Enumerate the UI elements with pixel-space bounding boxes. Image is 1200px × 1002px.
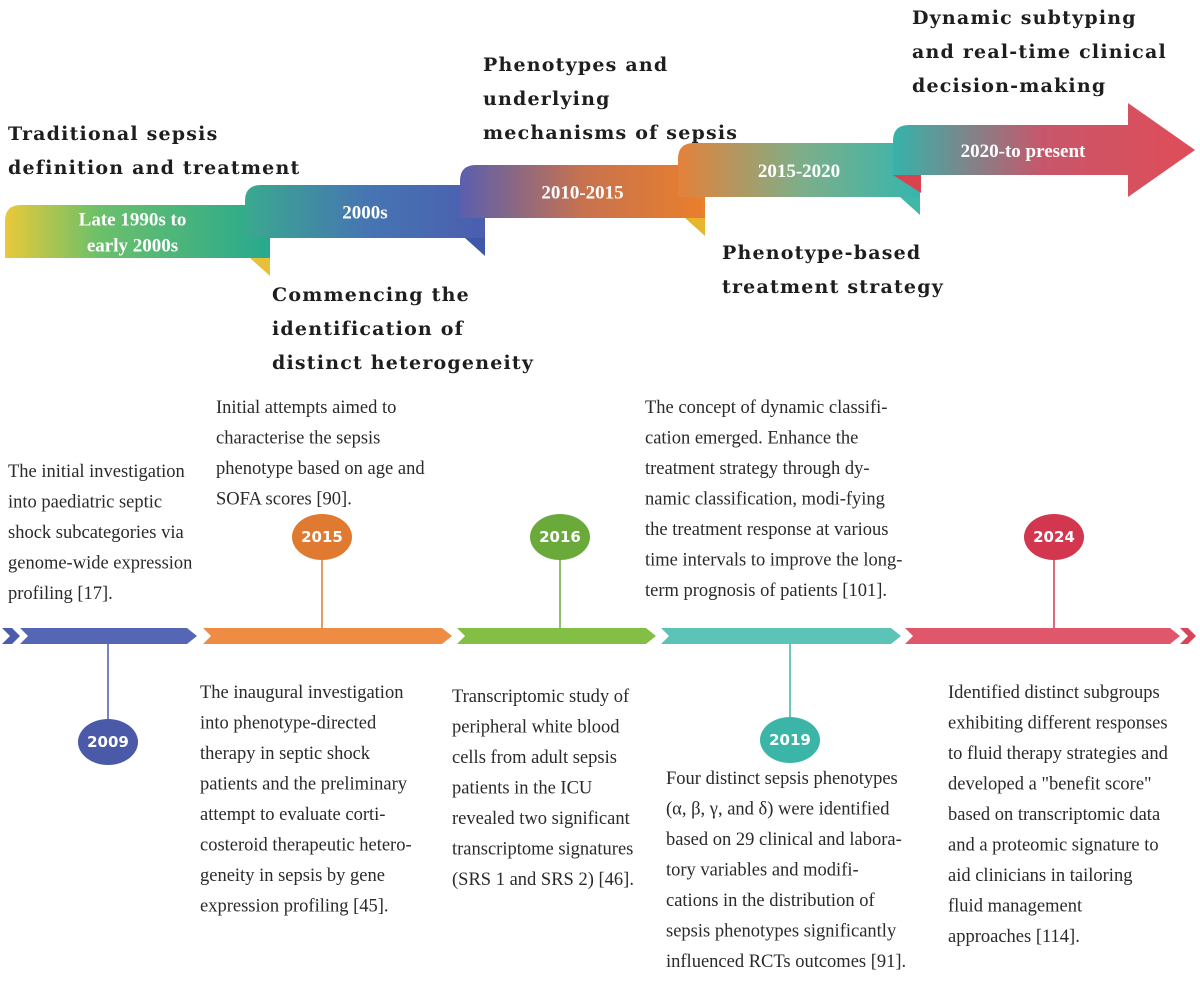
note-line: sepsis phenotypes significantly xyxy=(666,922,897,942)
note-line: Four distinct sepsis phenotypes xyxy=(666,769,898,789)
note-line: profiling [17]. xyxy=(8,584,113,604)
note-line: shock subcategories via xyxy=(8,523,184,543)
note-line: tory variables and modifi- xyxy=(666,861,859,881)
stage-heading: Traditional sepsis xyxy=(8,123,219,145)
stage-fold xyxy=(900,197,920,215)
note-line: aid clinicians in tailoring xyxy=(948,866,1132,886)
note-line: phenotype based on age and xyxy=(216,459,425,479)
stage-heading: and real-time clinical xyxy=(912,41,1167,63)
note-line: peripheral white blood xyxy=(452,718,620,738)
note-line: The inaugural investigation xyxy=(200,683,403,703)
stage-label: 2020-to present xyxy=(961,141,1086,162)
note-line: Initial attempts aimed to xyxy=(216,398,396,418)
stage-label: 2010-2015 xyxy=(541,183,623,204)
note-line: patients and the preliminary xyxy=(200,775,408,795)
stage-bar xyxy=(245,185,485,238)
event-badge xyxy=(760,717,820,763)
note-line: genome-wide expression xyxy=(8,554,192,574)
note-line: revealed two significant xyxy=(452,809,631,829)
stage-fold xyxy=(250,258,270,276)
note-line: treatment strategy through dy- xyxy=(645,459,870,479)
stage-heading: Dynamic subtyping xyxy=(912,7,1137,29)
stage-label: Late 1990s to xyxy=(79,210,187,231)
note-line: developed a "benefit score" xyxy=(948,775,1152,795)
note-line: The concept of dynamic classifi- xyxy=(645,398,887,418)
note-line: exhibiting different responses xyxy=(948,714,1168,734)
note-line: costeroid therapeutic hetero- xyxy=(200,836,412,856)
note-line: and a proteomic signature to xyxy=(948,836,1159,856)
stage-bar xyxy=(678,143,920,197)
note-line: (α, β, γ, and δ) were identified xyxy=(666,800,890,820)
stage-heading: mechanisms of sepsis xyxy=(483,122,738,144)
event-year: 2015 xyxy=(301,528,343,546)
note-line: to fluid therapy strategies and xyxy=(948,744,1169,764)
stage-label: 2000s xyxy=(342,203,387,224)
timeline-segment xyxy=(203,628,452,644)
stage-heading: distinct heterogeneity xyxy=(272,352,534,374)
event-year: 2009 xyxy=(87,733,129,751)
note-line: into phenotype-directed xyxy=(200,714,377,734)
timeline-segment xyxy=(905,628,1180,644)
note-line: time intervals to improve the long- xyxy=(645,551,902,571)
note-line: fluid management xyxy=(948,897,1083,917)
stage-heading: Phenotype-based xyxy=(722,242,921,264)
note-line: transcriptome signatures xyxy=(452,840,633,860)
timeline-segment xyxy=(20,628,197,644)
timeline-chevron xyxy=(1180,628,1196,644)
event-badge xyxy=(1024,514,1084,560)
stage-heading: definition and treatment xyxy=(8,157,300,179)
timeline-segment xyxy=(457,628,656,644)
note-line: cells from adult sepsis xyxy=(452,748,617,768)
timeline-chevron xyxy=(2,628,20,644)
note-line: expression profiling [45]. xyxy=(200,897,389,917)
event-badge xyxy=(292,514,352,560)
stage-heading: decision-making xyxy=(912,75,1106,97)
stage-label: early 2000s xyxy=(87,236,178,257)
note-line: therapy in septic shock xyxy=(200,744,371,764)
event-badge xyxy=(78,719,138,765)
stage-label: 2015-2020 xyxy=(758,161,840,182)
event-year: 2019 xyxy=(769,731,811,749)
note-line: cations in the distribution of xyxy=(666,891,875,911)
event-year: 2016 xyxy=(539,528,581,546)
note-line: characterise the sepsis xyxy=(216,429,380,449)
stage-fold xyxy=(893,175,921,193)
note-line: term prognosis of patients [101]. xyxy=(645,581,887,601)
stage-heading: underlying xyxy=(483,88,611,110)
note-line: Transcriptomic study of xyxy=(452,687,630,707)
note-line: patients in the ICU xyxy=(452,779,592,799)
note-line: attempt to evaluate corti- xyxy=(200,805,385,825)
stage-bar xyxy=(460,165,705,218)
stage-heading: Phenotypes and xyxy=(483,54,668,76)
note-line: SOFA scores [90]. xyxy=(216,490,352,510)
note-line: influenced RCTs outcomes [91]. xyxy=(666,952,906,972)
note-line: the treatment response at various xyxy=(645,520,889,540)
stage-arrow xyxy=(893,103,1195,197)
note-line: geneity in sepsis by gene xyxy=(200,866,385,886)
note-line: based on 29 clinical and labora- xyxy=(666,830,902,850)
event-year: 2024 xyxy=(1033,528,1075,546)
stage-heading: identification of xyxy=(272,318,465,340)
stage-heading: treatment strategy xyxy=(722,276,944,298)
event-badge xyxy=(530,514,590,560)
timeline-segment xyxy=(661,628,901,644)
note-line: cation emerged. Enhance the xyxy=(645,429,858,449)
stage-fold xyxy=(685,218,705,236)
stage-bar xyxy=(5,205,270,258)
stage-fold xyxy=(465,238,485,256)
note-line: based on transcriptomic data xyxy=(948,805,1160,825)
note-line: approaches [114]. xyxy=(948,927,1080,947)
note-line: into paediatric septic xyxy=(8,493,162,513)
note-line: (SRS 1 and SRS 2) [46]. xyxy=(452,870,634,890)
note-line: The initial investigation xyxy=(8,462,185,482)
note-line: namic classification, modi-fying xyxy=(645,490,885,510)
note-line: Identified distinct subgroups xyxy=(948,683,1160,703)
stage-heading: Commencing the xyxy=(272,284,470,306)
